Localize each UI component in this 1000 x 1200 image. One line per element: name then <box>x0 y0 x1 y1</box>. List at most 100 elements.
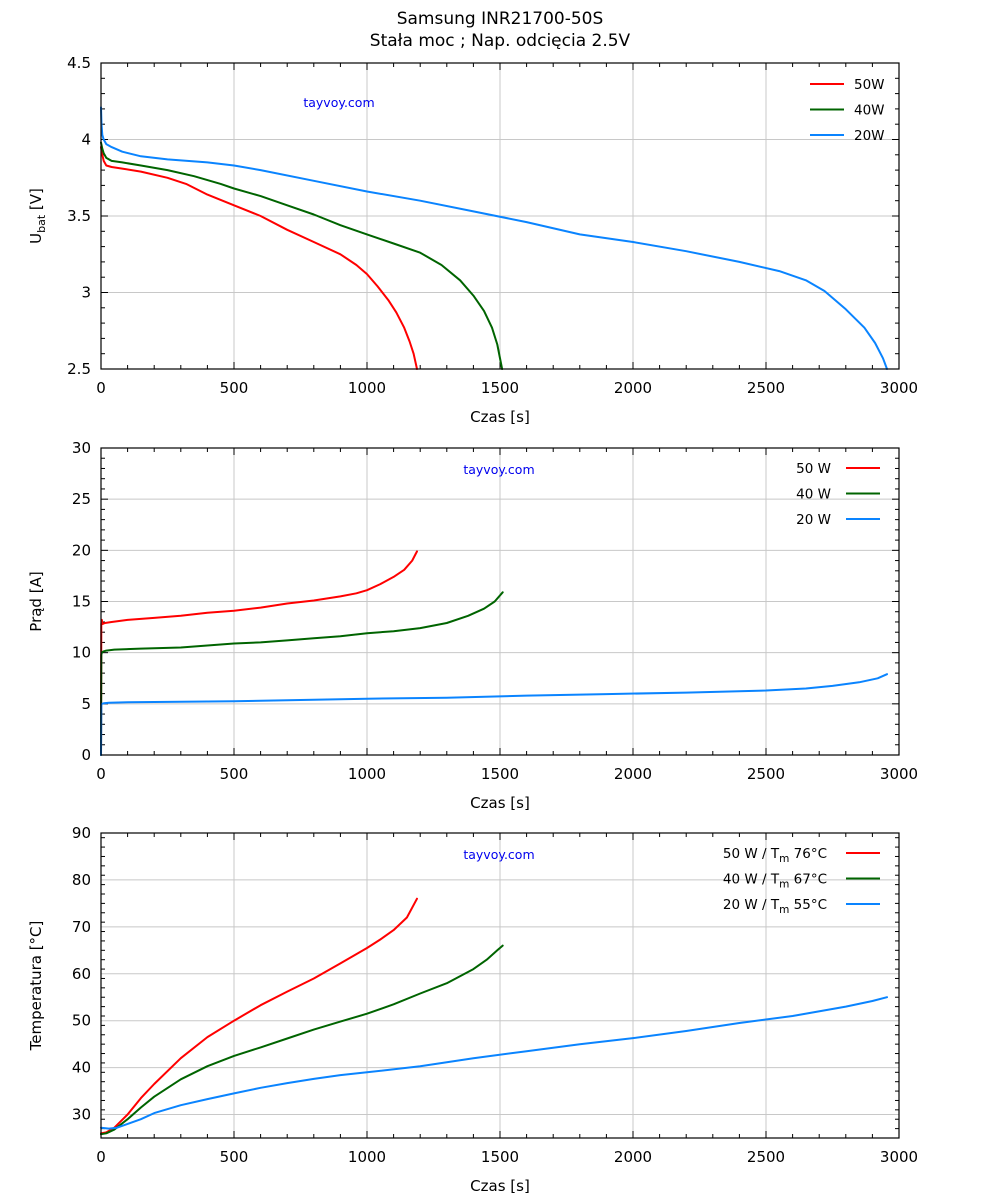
legend-label-main: 40 W / T <box>723 872 780 888</box>
gridlines <box>101 448 899 755</box>
x-tick-label: 2500 <box>747 765 785 783</box>
series-line-40W <box>100 944 504 1136</box>
legend: 50 W 40 W 20 W <box>796 461 880 528</box>
series-line-20W <box>100 996 888 1130</box>
legend-label: 20 W <box>796 512 831 528</box>
y-tick-label: 70 <box>72 918 91 936</box>
x-tick-label: 3000 <box>880 765 918 783</box>
legend-item-20W: 20 W <box>796 512 880 528</box>
series-line-20W <box>100 106 888 370</box>
x-tick-label: 0 <box>96 1148 106 1166</box>
x-tick-label: 1000 <box>348 765 386 783</box>
legend-item-40W: 40W <box>810 103 885 119</box>
series-line-50W <box>100 550 418 756</box>
y-tick-label: 80 <box>72 871 91 889</box>
series-line-40W <box>100 591 504 756</box>
chart-temperature: 0 500 1000 1500 2000 2500 3000 30 40 50 60 70 80 90 Cz… <box>27 824 918 1195</box>
y-axis-label-sub: bat <box>35 214 48 233</box>
chart-voltage: 0 500 1000 1500 2000 2500 3000 2.5 3 3.5 4 4.5 Czas … <box>27 54 918 426</box>
series-line-40W <box>100 141 504 370</box>
x-tick-label: 1500 <box>481 765 519 783</box>
legend-label: 50 W / Tm 76°C <box>723 846 827 865</box>
y-tick-label: 3 <box>81 284 91 302</box>
watermark-text: tayvoy.com <box>463 847 534 862</box>
chart-title-line1: Samsung INR21700-50S <box>396 9 604 29</box>
y-tick-label: 25 <box>72 490 91 508</box>
x-tick-label: 500 <box>220 379 249 397</box>
legend-label-sub: m <box>779 904 789 916</box>
legend-label-tail: 55°C <box>789 897 827 913</box>
x-tick-label: 0 <box>96 765 106 783</box>
watermark-text: tayvoy.com <box>463 462 534 477</box>
legend: 50 W / Tm 76°C40 W / Tm 67°C20 W / Tm 55… <box>723 846 880 916</box>
x-axis-label: Czas [s] <box>470 794 530 812</box>
legend-label-main: 20 W / T <box>723 897 780 913</box>
legend-label: 40 W <box>796 487 831 503</box>
y-tick-label: 30 <box>72 1106 91 1124</box>
y-tick-label: 60 <box>72 965 91 983</box>
y-axis-label: Temperatura [°C] <box>27 921 45 1052</box>
y-tick-label: 50 <box>72 1012 91 1030</box>
y-tick-label: 40 <box>72 1059 91 1077</box>
chart-current: 0 500 1000 1500 2000 2500 3000 0 5 10 15 20 25 30 Czas… <box>27 439 918 812</box>
y-axis-label: Ubat [V] <box>27 188 48 244</box>
chart-title-line2: Stała moc ; Nap. odcięcia 2.5V <box>369 31 631 51</box>
legend: 50W 40W 20W <box>810 77 885 144</box>
y-tick-label: 3.5 <box>67 207 91 225</box>
x-tick-label: 1500 <box>481 1148 519 1166</box>
x-tick-label: 500 <box>220 765 249 783</box>
y-tick-label: 2.5 <box>67 360 91 378</box>
legend-label: 50W <box>854 77 885 93</box>
x-tick-label: 2000 <box>614 379 652 397</box>
series-line-50W <box>100 146 418 370</box>
chart-title: Samsung INR21700-50S Stała moc ; Nap. od… <box>0 8 1000 52</box>
legend-label: 40 W / Tm 67°C <box>723 872 827 891</box>
y-tick-label: 90 <box>72 824 91 842</box>
series-line-20W <box>100 673 888 756</box>
y-tick-label: 0 <box>81 746 91 764</box>
series-line-50W <box>100 897 418 1135</box>
legend-item-40W: 40 W / Tm 67°C <box>723 872 880 891</box>
legend-item-50W: 50 W <box>796 461 880 477</box>
legend-label-tail: 76°C <box>789 846 827 862</box>
series-group <box>100 106 888 370</box>
watermark-text: tayvoy.com <box>303 95 374 110</box>
legend-item-50W: 50W <box>810 77 885 93</box>
x-tick-label: 2000 <box>614 765 652 783</box>
x-axis-label: Czas [s] <box>470 1177 530 1195</box>
y-axis-label-unit: [V] <box>27 188 45 215</box>
y-axis-label-main: U <box>27 233 45 244</box>
x-axis-label: Czas [s] <box>470 408 530 426</box>
legend-label: 20W <box>854 128 885 144</box>
y-tick-label: 4.5 <box>67 54 91 72</box>
legend-label: 50 W <box>796 461 831 477</box>
legend-item-40W: 40 W <box>796 487 880 503</box>
series-group <box>100 550 888 756</box>
plot-frame <box>100 447 900 756</box>
x-tick-label: 2000 <box>614 1148 652 1166</box>
legend-item-50W: 50 W / Tm 76°C <box>723 846 880 865</box>
y-tick-label: 20 <box>72 541 91 559</box>
y-tick-label: 4 <box>81 131 91 149</box>
y-tick-label: 15 <box>72 593 91 611</box>
legend-label-sub: m <box>779 879 789 891</box>
plot-frame <box>100 62 900 370</box>
x-tick-label: 1000 <box>348 1148 386 1166</box>
legend-item-20W: 20 W / Tm 55°C <box>723 897 880 916</box>
legend-label: 20 W / Tm 55°C <box>723 897 827 916</box>
x-tick-label: 3000 <box>880 1148 918 1166</box>
legend-label-main: 50 W / T <box>723 846 780 862</box>
series-group <box>100 897 888 1136</box>
x-tick-label: 0 <box>96 379 106 397</box>
y-tick-label: 10 <box>72 644 91 662</box>
legend-label-tail: 67°C <box>789 872 827 888</box>
y-tick-label: 30 <box>72 439 91 457</box>
legend-item-20W: 20W <box>810 128 885 144</box>
x-tick-label: 1000 <box>348 379 386 397</box>
y-tick-label: 5 <box>81 695 91 713</box>
x-tick-label: 500 <box>220 1148 249 1166</box>
x-tick-label: 2500 <box>747 379 785 397</box>
legend-label-sub: m <box>779 853 789 865</box>
x-tick-label: 2500 <box>747 1148 785 1166</box>
